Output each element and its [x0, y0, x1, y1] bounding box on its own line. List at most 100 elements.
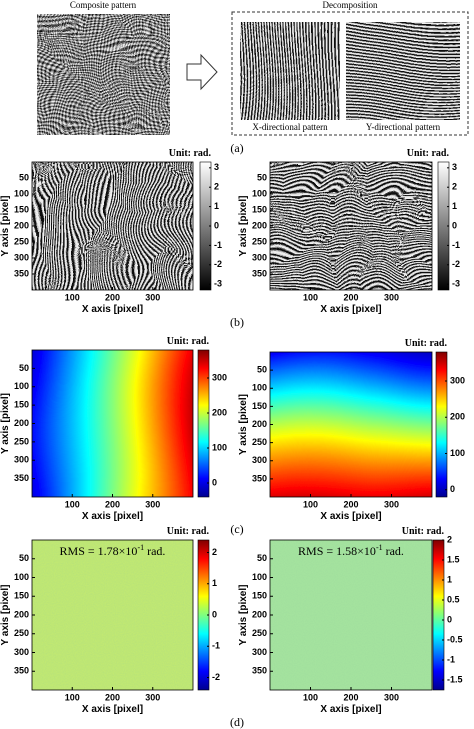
colorbar	[432, 539, 445, 691]
unit-label: Unit: rad.	[405, 338, 448, 349]
y-tick-label: 150	[14, 591, 29, 601]
x-tick-label: 100	[303, 292, 318, 302]
image	[270, 352, 432, 497]
colorbar-tick-label: -1	[447, 654, 455, 664]
y-tick-label: 100	[14, 188, 29, 198]
colorbar-tick-label: -1	[212, 641, 220, 651]
colorbar	[197, 349, 210, 498]
y-tick-label: 250	[252, 236, 267, 246]
colorbar-tick-label: -3	[452, 279, 460, 289]
y-tick-label: 300	[252, 455, 267, 465]
y-tick-label: 250	[14, 436, 29, 446]
y-tick-label: 200	[252, 609, 267, 619]
fringe	[32, 162, 193, 290]
phase-map	[270, 352, 432, 497]
colorbar-tick-label: 3	[452, 162, 457, 172]
y-axis-label: Y axis [pixel]	[0, 196, 11, 257]
colorbar-tick-label: 1	[447, 574, 452, 584]
x-tick-label: 200	[105, 292, 120, 302]
dashed-box	[231, 11, 469, 136]
rms-label: RMS = 1.58×10-1 rad.	[298, 543, 404, 558]
y-pattern-image	[346, 22, 460, 120]
x-axis-label: X axis [pixel]	[82, 704, 143, 715]
x-tick-label: 100	[65, 292, 80, 302]
colorbar-tick-label: -2	[452, 259, 460, 269]
y-tick-label: 250	[14, 236, 29, 246]
y-tick-label: 150	[14, 204, 29, 214]
y-tick-label: 50	[257, 365, 267, 375]
colorbar-tick-label: 0.5	[447, 594, 460, 604]
colorbar-tick-label: 0	[452, 220, 457, 230]
x-tick-label: 100	[303, 499, 318, 509]
rms-text: RMS = 1.58×10	[298, 544, 376, 558]
y-tick-label: 300	[252, 252, 267, 262]
y-tick-label: 100	[252, 383, 267, 393]
y-tick-label: 250	[14, 628, 29, 638]
image	[32, 350, 193, 497]
x-axis-label: X axis [pixel]	[320, 511, 381, 522]
image	[270, 540, 432, 690]
x-tick-label: 100	[65, 692, 80, 702]
y-tick-label: 200	[14, 418, 29, 428]
image-caption: X-directional pattern	[252, 122, 328, 132]
x-pattern-image	[240, 22, 340, 120]
y-tick-label: 250	[252, 628, 267, 638]
x-axis-label: X axis [pixel]	[82, 304, 143, 315]
colorbar-tick-label: -1	[214, 240, 222, 250]
y-tick-label: 300	[252, 647, 267, 657]
noise	[32, 540, 193, 690]
colorbar-tick-label: -2	[214, 259, 222, 269]
rms-unit: rad.	[386, 544, 404, 558]
y-tick-label: 150	[252, 591, 267, 601]
y-axis-label: Y axis [pixel]	[238, 394, 249, 455]
arrow	[186, 53, 218, 91]
y-axis-label: Y axis [pixel]	[0, 585, 11, 646]
colorbar-tick-label: 100	[450, 448, 465, 458]
x-tick-label: 200	[105, 692, 120, 702]
x-tick-label: 300	[384, 292, 399, 302]
colorbar-tick-label: 1.5	[447, 554, 460, 564]
colorbar-tick-label: -3	[214, 279, 222, 289]
colorbar-tick-label: 200	[212, 407, 227, 417]
panel-label: (b)	[230, 315, 244, 329]
y-tick-label: 200	[14, 609, 29, 619]
x-tick-label: 100	[303, 692, 318, 702]
y-tick-label: 200	[252, 220, 267, 230]
rms-text: RMS = 1.78×10	[60, 544, 138, 558]
colorbar-tick-label: 0	[212, 477, 217, 487]
colorbar-tick-label: -0.5	[447, 634, 463, 644]
colorbar	[435, 351, 448, 498]
y-tick-label: 350	[252, 473, 267, 483]
y-tick-label: 50	[19, 172, 29, 182]
colorbar-tick-label: 1	[212, 578, 217, 588]
y-tick-label: 100	[252, 188, 267, 198]
colorbar-tick-label: -1.5	[447, 674, 463, 684]
colorbar-tick-label: 100	[212, 442, 227, 452]
phase-map	[32, 350, 193, 497]
colorbar-tick-label: 2	[212, 547, 217, 557]
colorbar-tick-label: 0	[450, 484, 455, 494]
colorbar-tick-label: 2	[214, 182, 219, 192]
colorbar-tick-label: 300	[450, 375, 465, 385]
x-axis-label: X axis [pixel]	[320, 304, 381, 315]
y-tick-label: 150	[252, 401, 267, 411]
colorbar-tick-label: 0	[447, 614, 452, 624]
colorbar-tick-label: 2	[447, 534, 452, 544]
y-tick-label: 300	[14, 455, 29, 465]
y-tick-label: 200	[14, 220, 29, 230]
x-tick-label: 300	[145, 499, 160, 509]
y-axis-label: Y axis [pixel]	[0, 393, 11, 454]
y-tick-label: 350	[14, 666, 29, 676]
x-axis-label: X axis [pixel]	[320, 704, 381, 715]
rms-exponent: -1	[376, 543, 383, 552]
panel-title: Composite pattern	[70, 0, 137, 10]
y-tick-label: 50	[19, 553, 29, 563]
colorbar-tick-label: 1	[452, 201, 457, 211]
panel-label: (c)	[230, 522, 243, 536]
unit-label: Unit: rad.	[407, 148, 450, 159]
fringe	[270, 162, 432, 290]
image-caption: Y-directional pattern	[366, 122, 441, 132]
x-tick-label: 200	[343, 292, 358, 302]
panel-label: (d)	[230, 715, 244, 729]
